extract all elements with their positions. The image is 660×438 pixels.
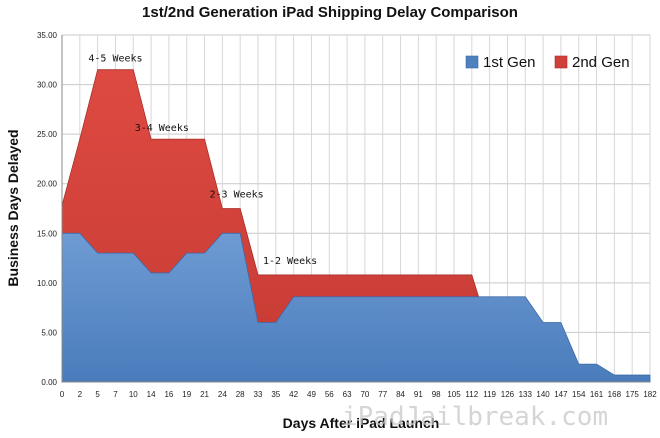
legend-swatch (554, 55, 568, 69)
x-tick-label: 154 (572, 390, 586, 399)
x-tick-label: 175 (626, 390, 640, 399)
y-tick-label: 0.00 (41, 378, 57, 387)
x-tick-label: 147 (554, 390, 568, 399)
x-tick-label: 126 (501, 390, 515, 399)
x-axis-title: Days After iPad Launch (283, 415, 440, 431)
plot-area (61, 34, 651, 383)
y-axis-title: Business Days Delayed (5, 129, 21, 286)
x-tick-label: 63 (343, 390, 352, 399)
x-tick-label: 77 (378, 390, 387, 399)
annotations: 4-5 Weeks 3-4 Weeks 2-3 Weeks 1-2 Weeks (88, 54, 317, 267)
series-areas (61, 69, 651, 383)
x-tick-label: 49 (307, 390, 316, 399)
legend-item: 1st Gen (465, 54, 536, 71)
legend-item: 2nd Gen (554, 54, 630, 71)
x-tick-label: 140 (536, 390, 550, 399)
x-tick-label: 42 (289, 390, 298, 399)
x-tick-label: 35 (271, 390, 280, 399)
x-tick-label: 91 (414, 390, 423, 399)
x-tick-label: 28 (236, 390, 245, 399)
y-tick-label: 10.00 (37, 279, 58, 288)
x-tick-label: 21 (200, 390, 209, 399)
x-tick-label: 98 (432, 390, 441, 399)
watermark: iPadJailbreak.com (342, 402, 608, 432)
y-tick-label: 30.00 (37, 81, 58, 90)
x-tick-label: 133 (519, 390, 533, 399)
x-tick-label: 70 (360, 390, 369, 399)
legend-label: 1st Gen (483, 54, 536, 71)
legend: 1st Gen 2nd Gen (465, 54, 630, 71)
y-tick-label: 25.00 (37, 130, 58, 139)
y-tick-label: 5.00 (41, 328, 57, 337)
x-tick-label: 56 (325, 390, 334, 399)
x-tick-label: 168 (608, 390, 622, 399)
annotation-label: 2-3 Weeks (210, 190, 264, 201)
x-tick-label: 33 (254, 390, 263, 399)
x-tick-label: 119 (483, 390, 496, 399)
y-tick-labels: 0.00 5.00 10.00 15.00 20.00 25.00 30.00 35.00 (37, 31, 58, 387)
legend-label: 2nd Gen (572, 54, 630, 71)
chart-title: 1st/2nd Generation iPad Shipping Delay C… (142, 4, 518, 21)
annotation-label: 3-4 Weeks (135, 123, 189, 134)
x-tick-label: 0 (60, 390, 65, 399)
y-tick-label: 35.00 (37, 31, 58, 40)
annotation-label: 1-2 Weeks (263, 256, 317, 267)
legend-swatch (465, 55, 479, 69)
annotation-label: 4-5 Weeks (88, 54, 142, 65)
x-tick-label: 10 (129, 390, 138, 399)
series-area-1st-gen (61, 232, 651, 383)
x-tick-label: 16 (164, 390, 173, 399)
x-tick-label: 161 (590, 390, 604, 399)
x-tick-label: 2 (78, 390, 83, 399)
x-tick-label: 112 (465, 390, 478, 399)
x-tick-label: 105 (447, 390, 461, 399)
x-tick-labels: 0 2 5 7 10 14 16 19 21 24 28 33 35 42 49 56 63 70 77 84 91 98… (60, 390, 657, 399)
x-tick-label: 182 (643, 390, 657, 399)
x-tick-label: 19 (182, 390, 191, 399)
x-tick-label: 14 (147, 390, 156, 399)
x-tick-label: 24 (218, 390, 227, 399)
x-tick-label: 5 (95, 390, 100, 399)
x-tick-label: 84 (396, 390, 405, 399)
y-tick-label: 15.00 (37, 229, 58, 238)
x-tick-label: 7 (113, 390, 118, 399)
y-tick-label: 20.00 (37, 180, 58, 189)
